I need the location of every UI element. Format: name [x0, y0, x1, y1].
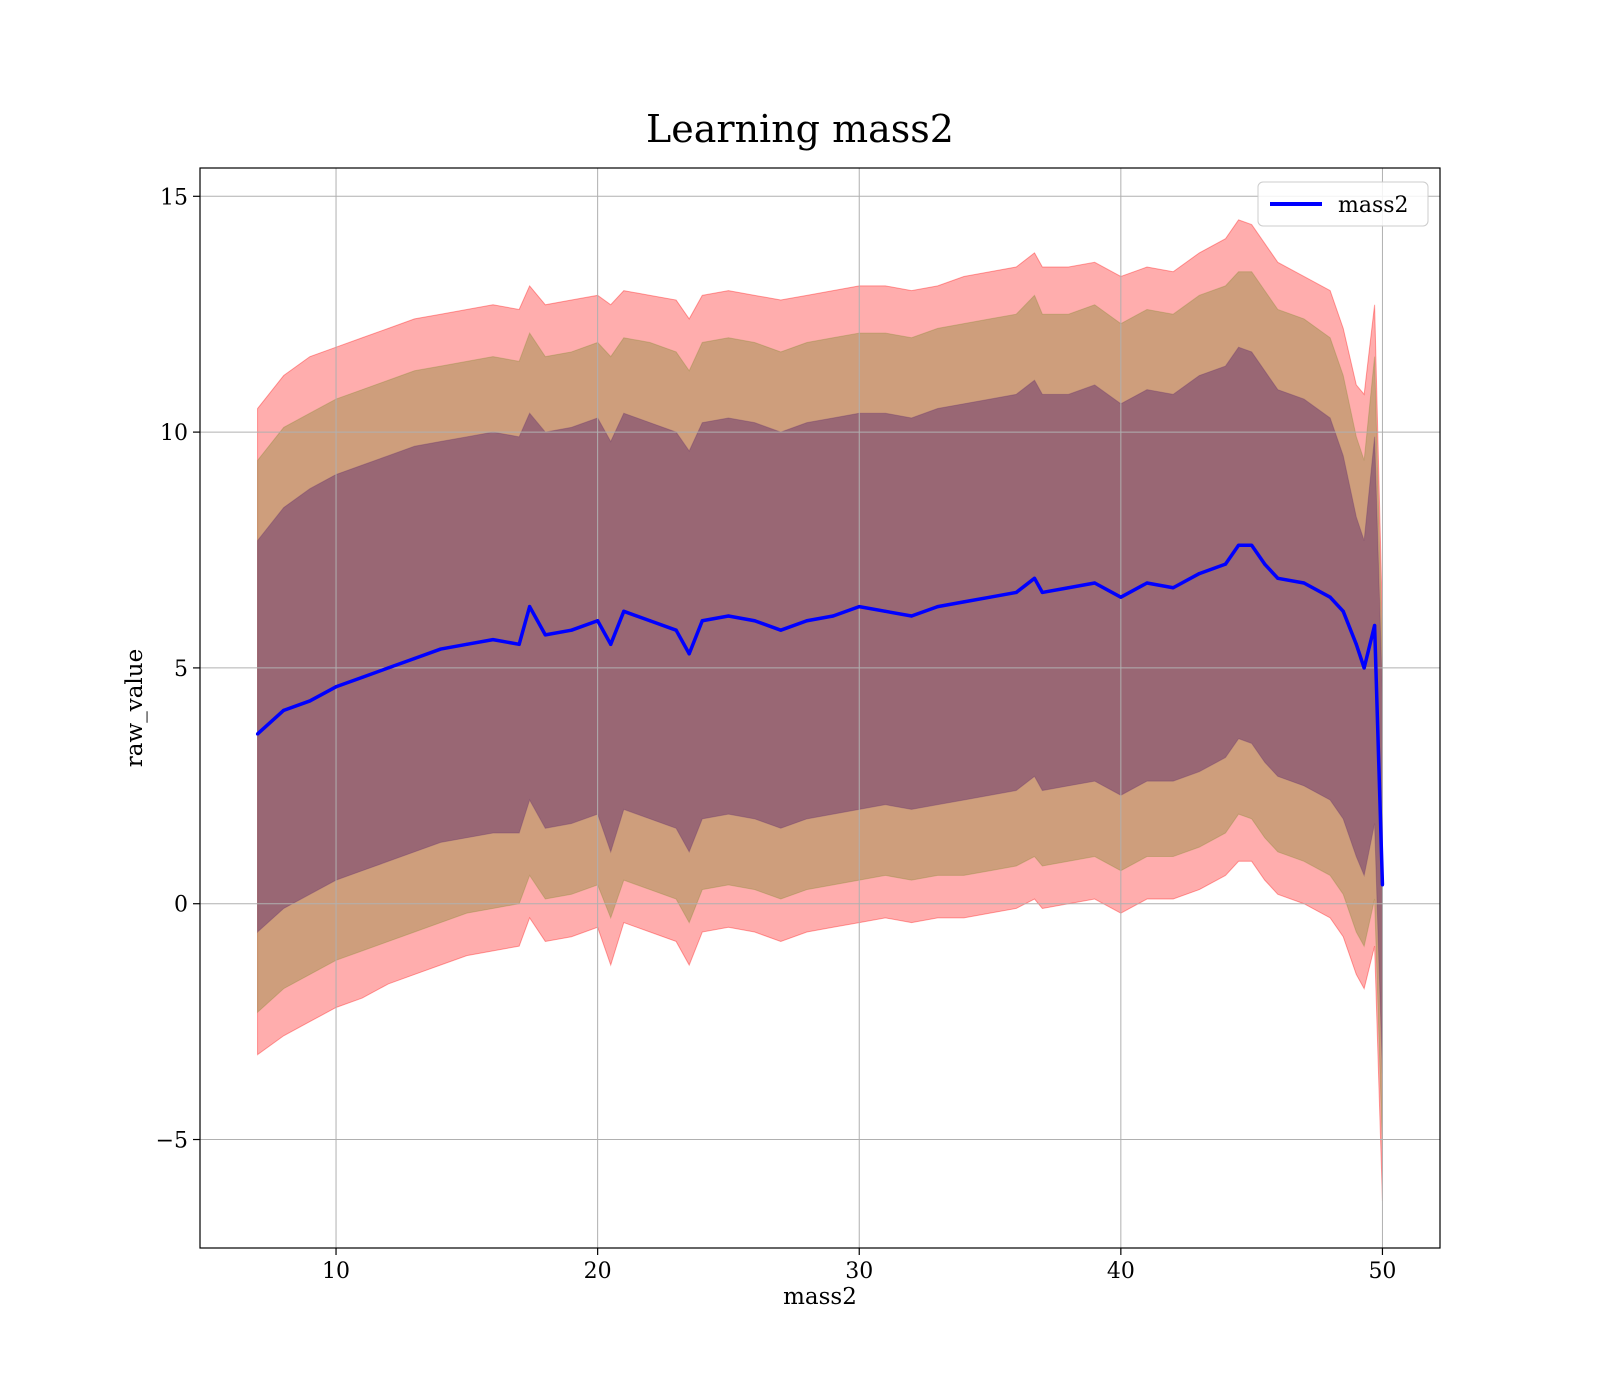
- x-tick-label: 30: [845, 1259, 873, 1284]
- data-point: [622, 609, 626, 613]
- data-point: [909, 614, 914, 618]
- x-tick-label: 50: [1368, 1259, 1396, 1284]
- grid-lines: [200, 168, 1440, 1248]
- data-point: [255, 732, 260, 736]
- data-point: [1032, 576, 1037, 580]
- x-axis-label: mass2: [783, 1284, 857, 1310]
- y-tick-label: 0: [174, 893, 188, 918]
- data-point: [528, 605, 532, 609]
- data-point: [962, 600, 966, 604]
- y-tick-label: 10: [160, 421, 188, 446]
- data-point: [334, 685, 338, 689]
- data-point: [596, 619, 600, 623]
- data-point: [700, 619, 704, 623]
- data-point: [1171, 586, 1175, 590]
- data-point: [648, 619, 652, 623]
- data-point: [1223, 562, 1228, 566]
- data-point: [1197, 571, 1201, 576]
- data-point: [308, 699, 312, 703]
- x-tick-label: 20: [584, 1259, 612, 1284]
- y-axis-label: raw_value: [122, 649, 148, 767]
- confidence-bands: [257, 219, 1383, 1201]
- data-point: [687, 652, 691, 656]
- data-point: [726, 614, 731, 618]
- y-tick-label: −5: [156, 1129, 188, 1154]
- data-point: [1328, 595, 1332, 599]
- data-point: [569, 628, 574, 632]
- x-axis-ticks: 10 20 30 40 50: [322, 1248, 1396, 1284]
- data-point: [1236, 543, 1241, 547]
- data-point: [1119, 595, 1123, 599]
- data-point: [517, 642, 521, 646]
- data-point: [1276, 576, 1280, 580]
- data-point: [1341, 609, 1345, 613]
- data-point: [282, 708, 286, 712]
- mean-line-layer: [255, 543, 1385, 887]
- plot-frame: [199, 167, 1441, 1249]
- data-point: [1250, 543, 1254, 547]
- data-point: [753, 619, 757, 623]
- data-point: [465, 642, 469, 646]
- data-point: [491, 638, 495, 642]
- chart-title: Learning mass2: [646, 107, 954, 151]
- data-point: [805, 619, 809, 623]
- x-tick-label: 40: [1107, 1259, 1135, 1284]
- data-point: [1362, 666, 1366, 670]
- data-point: [1040, 590, 1044, 595]
- data-point: [1263, 562, 1267, 566]
- data-point: [1093, 581, 1097, 585]
- data-point: [543, 633, 547, 637]
- legend-box: [1257, 181, 1429, 227]
- data-point: [386, 666, 390, 670]
- x-tick-label: 10: [322, 1259, 350, 1284]
- legend-label-mass2: mass2: [1338, 193, 1409, 218]
- data-point: [936, 605, 940, 609]
- data-point: [412, 656, 417, 661]
- data-point: [1354, 642, 1358, 646]
- data-point: [857, 605, 861, 609]
- data-point: [1145, 581, 1149, 585]
- data-point: [1014, 590, 1018, 595]
- data-point: [1066, 586, 1071, 590]
- data-point: [1373, 623, 1377, 628]
- data-point: [831, 614, 835, 618]
- data-point: [360, 675, 364, 679]
- data-point: [988, 595, 992, 599]
- data-point: [674, 628, 678, 632]
- data-point: [1302, 581, 1306, 585]
- y-tick-label: 15: [160, 185, 188, 210]
- data-point: [779, 628, 783, 632]
- y-axis-ticks: −5 0 5 10 15: [156, 185, 200, 1154]
- y-tick-label: 5: [174, 657, 188, 682]
- data-point: [439, 647, 443, 651]
- data-point: [609, 642, 613, 646]
- legend: mass2: [1257, 181, 1429, 227]
- data-point: [1380, 883, 1385, 887]
- data-point: [883, 609, 888, 613]
